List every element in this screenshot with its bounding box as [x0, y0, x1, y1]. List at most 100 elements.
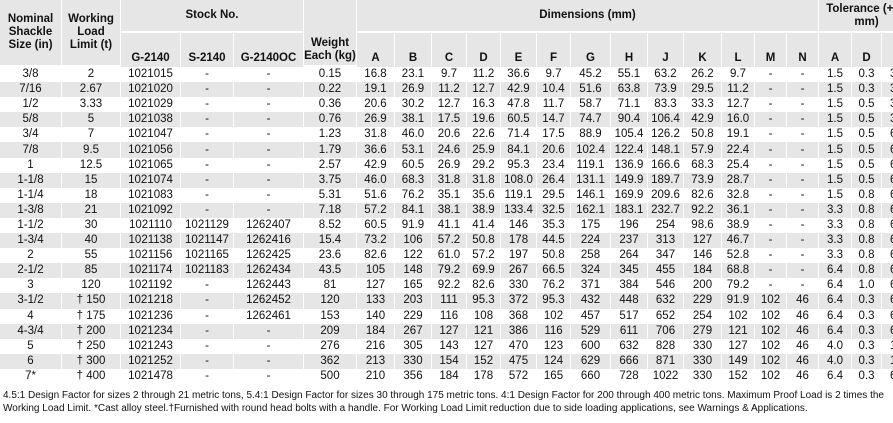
- table-cell: 1021083: [128, 188, 173, 201]
- table-cell: 209: [304, 323, 356, 339]
- table-cell: 572: [508, 369, 529, 382]
- table-cell: 448: [611, 293, 647, 309]
- table-cell: 119.1: [576, 158, 605, 171]
- table-cell: 15: [62, 172, 120, 188]
- table-cell: 71.4: [507, 128, 530, 141]
- table-cell: 81: [323, 279, 337, 292]
- table-cell: 76.2: [401, 188, 425, 201]
- table-cell: 36.6: [507, 68, 530, 81]
- table-cell: -: [205, 279, 209, 292]
- table-cell: 6.4: [827, 369, 843, 382]
- header-size: Nominal Shackle Size (in): [0, 0, 61, 67]
- table-cell: 652: [655, 309, 676, 322]
- table-cell: 55.1: [617, 68, 641, 81]
- table-cell: 3.75: [304, 172, 356, 188]
- table-cell: 432: [571, 293, 610, 309]
- table-cell: 29.5: [542, 188, 565, 201]
- table-cell: 46: [787, 293, 818, 309]
- table-cell: 102: [760, 369, 781, 382]
- table-cell: 1.5: [827, 128, 843, 141]
- table-cell: -: [181, 172, 233, 188]
- table-cell: -: [787, 82, 818, 98]
- table-cell: 4.0: [827, 339, 843, 352]
- table-row: 3/4 7 1021047 - - 1.23 31.8 46.0 20.6 22.6 71.4 17.…: [0, 127, 893, 142]
- table-cell: 362: [304, 353, 356, 369]
- table-cell: 3.3: [882, 82, 893, 98]
- table-cell: -: [266, 68, 271, 81]
- table-cell: 0.3: [858, 309, 875, 322]
- table-cell: 20.6: [364, 98, 387, 111]
- table-cell: 28.7: [722, 172, 754, 188]
- table-cell: 111: [432, 293, 466, 309]
- table-cell: 11.2: [432, 82, 466, 98]
- header-dim-k: K: [684, 33, 721, 67]
- table-row: 5 † 250 1021243 - - 276 216 305 143 127 470 123 600 6…: [0, 339, 893, 354]
- table-cell: 19.6: [467, 112, 500, 128]
- table-cell: 42.9: [684, 112, 721, 128]
- table-cell: 368: [508, 309, 529, 322]
- table-cell: 152: [467, 353, 500, 369]
- table-cell: † 400: [76, 369, 106, 382]
- table-cell: 102: [755, 323, 786, 339]
- table-cell: 4.0: [819, 353, 851, 369]
- table-cell: 1021020: [121, 82, 180, 98]
- table-cell: 330: [684, 353, 721, 369]
- table-cell: 29.2: [472, 158, 495, 171]
- table-cell: -: [787, 112, 818, 128]
- table-cell: 0.5: [852, 112, 881, 128]
- table-cell: 51.6: [364, 188, 387, 201]
- table-cell: -: [234, 82, 303, 98]
- table-cell: 1021074: [121, 172, 180, 188]
- table-cell: 45.2: [579, 68, 602, 81]
- table-cell: 18: [84, 188, 98, 201]
- header-tol-d: D: [852, 33, 881, 67]
- table-cell: 127: [728, 339, 748, 352]
- table-cell: 143: [439, 339, 459, 352]
- table-cell: 1021192: [128, 279, 173, 292]
- table-cell: 517: [619, 309, 639, 322]
- table-cell: 23.1: [401, 68, 425, 81]
- table-cell: 0.5: [852, 172, 881, 188]
- table-cell: 68.3: [691, 158, 714, 171]
- table-cell: 126.2: [651, 128, 680, 141]
- table-cell: 267: [395, 323, 431, 339]
- table-cell: 106: [395, 233, 431, 249]
- table-cell: 6.4: [827, 279, 843, 292]
- table-cell: 11.2: [472, 68, 495, 81]
- header-s2140: S-2140: [181, 33, 233, 67]
- table-cell: 600: [580, 339, 601, 352]
- table-cell: 88.9: [579, 128, 602, 141]
- table-cell: 347: [655, 249, 676, 262]
- table-cell: 116: [537, 323, 570, 339]
- table-cell: 7*: [25, 369, 36, 382]
- table-cell: 33.3: [691, 98, 714, 111]
- table-cell: -: [768, 218, 773, 231]
- table-cell: 92.2: [437, 279, 461, 292]
- table-cell: 1021218: [121, 293, 180, 309]
- table-cell: 666: [611, 353, 647, 369]
- table-cell: 146.1: [576, 188, 605, 201]
- table-cell: 6.4: [819, 293, 851, 309]
- table-cell: 546: [655, 279, 676, 292]
- table-row: 2-1/2 85 1021174 1021183 1262434 43.5 105 148 79…: [0, 263, 893, 279]
- table-cell: 1021252: [121, 353, 180, 369]
- table-cell: 203: [395, 293, 431, 309]
- table-cell: -: [181, 202, 233, 218]
- table-cell: 102: [760, 339, 781, 352]
- table-cell: 46.7: [722, 233, 754, 249]
- table-cell: 175: [580, 218, 601, 231]
- table-cell: -: [266, 128, 271, 141]
- table-cell: 5.31: [318, 188, 342, 201]
- table-cell: 76.2: [542, 279, 565, 292]
- table-cell: -: [234, 202, 303, 218]
- table-cell: 38.9: [467, 202, 500, 218]
- table-cell: 46: [787, 353, 818, 369]
- table-cell: 189.7: [648, 172, 683, 188]
- table-cell: 210: [365, 369, 386, 382]
- table-cell: 122.4: [611, 142, 647, 158]
- table-cell: 1021015: [128, 68, 173, 81]
- table-cell: 26.9: [357, 112, 394, 128]
- table-cell: 196: [619, 218, 639, 231]
- table-cell: 3.3: [819, 202, 851, 218]
- table-cell: 102: [543, 309, 564, 322]
